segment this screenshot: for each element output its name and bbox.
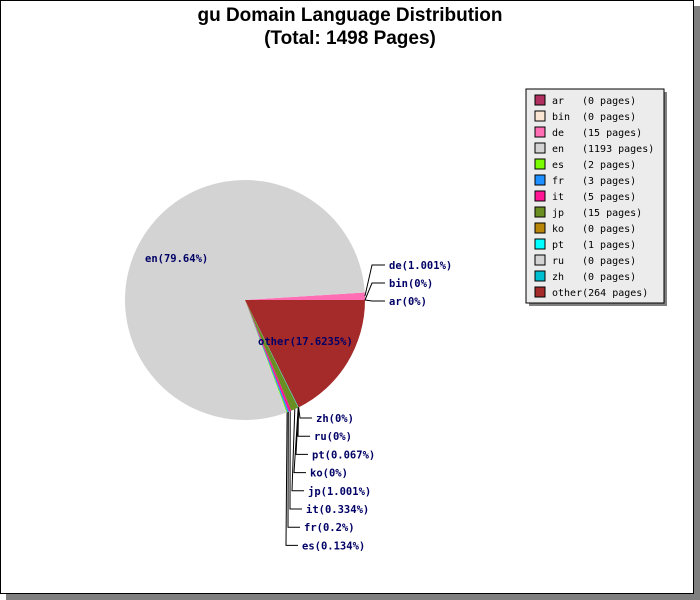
legend-key-en: en (552, 144, 564, 155)
slice-label-de: de(1.001%) (389, 260, 452, 272)
legend-count-ar: (0 pages) (582, 96, 636, 107)
leader-line-jp (291, 409, 304, 492)
legend-count-en: (1193 pages) (582, 144, 654, 155)
chart-title-line2: (Total: 1498 Pages) (264, 28, 436, 49)
pie-slice-it (245, 300, 292, 412)
legend-swatch-other (534, 286, 546, 298)
slice-label-jp: jp(1.001%) (308, 486, 371, 498)
leader-line-fr (287, 411, 300, 528)
legend-swatch-zh (534, 270, 546, 282)
legend-key-es: es (552, 160, 564, 171)
legend: ar (0 pages) bin (0 pages) de (15 pages) en (11… (525, 88, 667, 306)
pie-slice-pt (245, 300, 299, 408)
legend-swatch-es (534, 158, 546, 170)
legend-count-it: (5 pages) (582, 192, 636, 203)
slice-label-ko: ko(0%) (310, 468, 348, 480)
legend-key-de: de (552, 128, 564, 139)
legend-swatch-bin (534, 110, 546, 122)
legend-box (525, 88, 665, 304)
legend-count-zh: (0 pages) (582, 272, 636, 283)
pie-slice-other (245, 300, 365, 408)
legend-key-fr: fr (552, 176, 564, 187)
legend-key-ar: ar (552, 96, 564, 107)
legend-count-ru: (0 pages) (582, 256, 636, 267)
slice-label-pt: pt(0.067%) (312, 449, 375, 461)
pie-slice-fr (245, 300, 289, 413)
slice-label-es: es(0.134%) (302, 540, 365, 552)
slice-label-ar: ar(0%) (389, 296, 427, 308)
legend-key-pt: pt (552, 240, 564, 251)
legend-count-bin: (0 pages) (582, 112, 636, 123)
leader-line-it (289, 411, 302, 510)
legend-count-pt: (1 pages) (582, 240, 636, 251)
legend-count-jp: (15 pages) (582, 208, 642, 219)
legend-key-zh: zh (552, 272, 564, 283)
pie-slice-es (245, 300, 288, 413)
leader-line-ru (297, 407, 310, 437)
slice-label-bin: bin(0%) (389, 278, 433, 290)
slice-label-en: en(79.64%) (145, 253, 208, 265)
leader-line-de (364, 264, 385, 297)
legend-count-fr: (3 pages) (582, 176, 636, 187)
legend-key-ko: ko (552, 224, 564, 235)
chart-title: gu Domain Language Distribution (Total: … (0, 4, 700, 50)
frame-shadow-bottom (6, 594, 700, 600)
pie-slice-en (124, 180, 365, 421)
legend-count-ko: (0 pages) (582, 224, 636, 235)
legend-swatch-en (534, 142, 546, 154)
legend-swatch-de (534, 126, 546, 138)
legend-swatch-ru (534, 254, 546, 266)
leader-line-zh (298, 407, 312, 419)
slice-label-zh: zh(0%) (316, 413, 354, 425)
legend-swatch-fr (534, 174, 546, 186)
pie-slice-de (245, 292, 365, 300)
slice-label-other: other(17.6235%) (258, 336, 353, 348)
slice-labels: de(1.001%) bin(0%) ar(0%) zh(0%) ru(0%) pt(0.… (145, 253, 452, 552)
leader-line-ar (364, 299, 385, 302)
legend-swatch-ar (534, 94, 546, 106)
leader-line-es (285, 412, 298, 546)
slice-label-fr: fr(0.2%) (304, 522, 355, 534)
legend-swatch-pt (534, 238, 546, 250)
legend-key-other: other(264 pages) (552, 288, 648, 299)
leader-line-ko (293, 407, 306, 474)
slice-label-it: it(0.334%) (306, 504, 369, 516)
leader-line-bin (364, 282, 385, 301)
legend-count-es: (2 pages) (582, 160, 636, 171)
legend-key-jp: jp (552, 208, 564, 219)
legend-swatch-jp (534, 206, 546, 218)
legend-swatch-ko (534, 222, 546, 234)
legend-swatch-it (534, 190, 546, 202)
slice-label-ru: ru(0%) (314, 431, 352, 443)
legend-count-de: (15 pages) (582, 128, 642, 139)
frame-shadow-right (694, 6, 700, 600)
chart-title-line1: gu Domain Language Distribution (197, 5, 503, 26)
legend-key-it: it (552, 192, 564, 203)
legend-key-bin: bin (552, 112, 570, 123)
pie-slice-jp (245, 300, 299, 411)
legend-key-ru: ru (552, 256, 564, 267)
pie-slices (124, 180, 365, 421)
